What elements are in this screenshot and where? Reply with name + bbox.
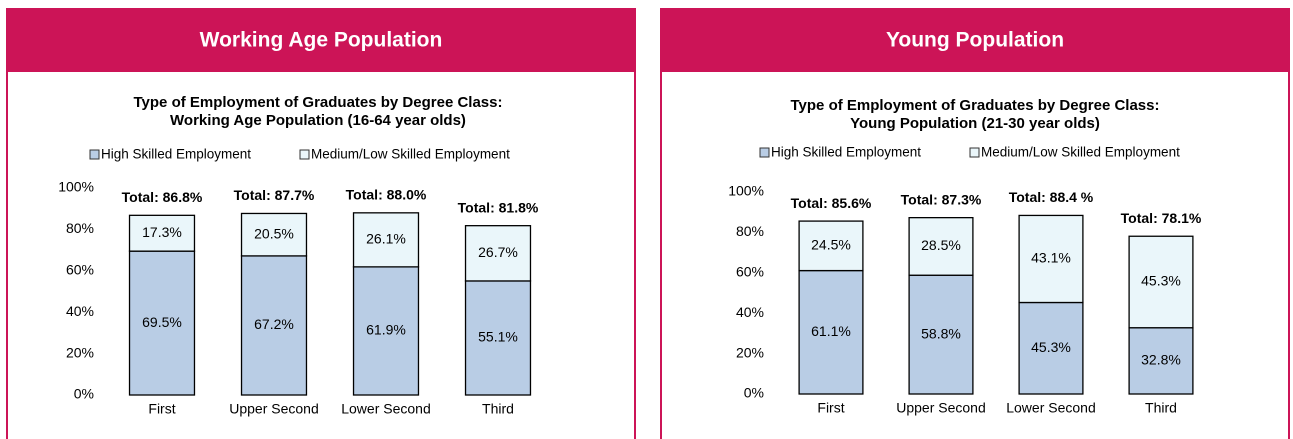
panel-frame bbox=[6, 8, 636, 439]
bar-segment bbox=[908, 217, 974, 276]
x-tick-label: Upper Second bbox=[229, 401, 319, 417]
value-label: 58.8% bbox=[921, 325, 961, 341]
legend-label: Medium/Low Skilled Employment bbox=[311, 147, 510, 162]
bar-segment bbox=[240, 212, 308, 257]
chart-title: Type of Employment of Graduates by Degre… bbox=[134, 94, 503, 111]
y-tick-label: 40% bbox=[736, 304, 764, 320]
y-tick-label: 0% bbox=[74, 386, 94, 402]
total-label: Total: 88.0% bbox=[346, 187, 427, 203]
bar-segment bbox=[1128, 327, 1194, 395]
value-label: 45.3% bbox=[1031, 339, 1071, 355]
panel-header bbox=[6, 8, 636, 72]
value-label: 45.3% bbox=[1141, 273, 1181, 289]
panel-title: Working Age Population bbox=[200, 29, 443, 52]
value-label: 67.2% bbox=[254, 316, 294, 332]
x-tick-label: First bbox=[148, 401, 175, 417]
value-label: 20.5% bbox=[254, 225, 294, 241]
value-label: 26.1% bbox=[366, 231, 406, 247]
y-tick-label: 0% bbox=[744, 385, 764, 401]
total-label: Total: 86.8% bbox=[122, 189, 203, 205]
panel-header bbox=[660, 8, 1290, 72]
bar-segment bbox=[352, 212, 420, 268]
legend-swatch bbox=[89, 149, 100, 160]
y-tick-label: 80% bbox=[736, 223, 764, 239]
chart-title: Working Age Population (16-64 year olds) bbox=[170, 112, 466, 129]
total-label: Total: 85.6% bbox=[791, 195, 872, 211]
total-label: Total: 88.4 % bbox=[1009, 189, 1094, 205]
value-label: 43.1% bbox=[1031, 250, 1071, 266]
value-label: 17.3% bbox=[142, 224, 182, 240]
y-tick-label: 100% bbox=[728, 183, 764, 199]
y-tick-label: 80% bbox=[66, 220, 94, 236]
panel-title: Young Population bbox=[886, 29, 1064, 52]
value-label: 32.8% bbox=[1141, 352, 1181, 368]
y-tick-label: 20% bbox=[736, 344, 764, 360]
y-tick-label: 60% bbox=[66, 262, 94, 278]
value-label: 28.5% bbox=[921, 237, 961, 253]
x-tick-label: Upper Second bbox=[896, 400, 986, 416]
legend-swatch bbox=[299, 149, 310, 160]
total-label: Total: 78.1% bbox=[1121, 210, 1202, 226]
bar-segment bbox=[1128, 235, 1194, 329]
y-tick-label: 40% bbox=[66, 303, 94, 319]
total-label: Total: 81.8% bbox=[458, 199, 539, 215]
bar-segment bbox=[1018, 301, 1084, 395]
value-label: 55.1% bbox=[478, 329, 518, 345]
bar-segment bbox=[908, 274, 974, 395]
legend-swatch bbox=[969, 147, 980, 158]
legend-label: Medium/Low Skilled Employment bbox=[981, 145, 1180, 160]
total-label: Total: 87.7% bbox=[234, 187, 315, 203]
value-label: 24.5% bbox=[811, 237, 851, 253]
bar-segment bbox=[1018, 214, 1084, 304]
x-tick-label: Lower Second bbox=[341, 401, 431, 417]
chart-title: Young Population (21-30 year olds) bbox=[850, 115, 1100, 132]
bar-segment bbox=[240, 255, 308, 396]
bar-segment bbox=[798, 269, 864, 395]
y-tick-label: 60% bbox=[736, 264, 764, 280]
bar-segment bbox=[798, 220, 864, 272]
bar-segment bbox=[128, 214, 196, 252]
chart-title: Type of Employment of Graduates by Degre… bbox=[791, 97, 1160, 114]
bar-segment bbox=[128, 250, 196, 396]
total-label: Total: 87.3% bbox=[901, 191, 982, 207]
legend-swatch bbox=[759, 147, 770, 158]
value-label: 61.1% bbox=[811, 323, 851, 339]
value-label: 26.7% bbox=[478, 244, 518, 260]
legend-label: High Skilled Employment bbox=[771, 145, 921, 160]
y-tick-label: 100% bbox=[58, 179, 94, 195]
bar-segment bbox=[352, 266, 420, 396]
x-tick-label: Third bbox=[482, 401, 514, 417]
x-tick-label: Third bbox=[1145, 400, 1177, 416]
value-label: 69.5% bbox=[142, 314, 182, 330]
x-tick-label: First bbox=[817, 400, 844, 416]
x-tick-label: Lower Second bbox=[1006, 400, 1096, 416]
legend-label: High Skilled Employment bbox=[101, 147, 251, 162]
y-tick-label: 20% bbox=[66, 344, 94, 360]
value-label: 61.9% bbox=[366, 322, 406, 338]
bar-segment bbox=[464, 225, 532, 282]
